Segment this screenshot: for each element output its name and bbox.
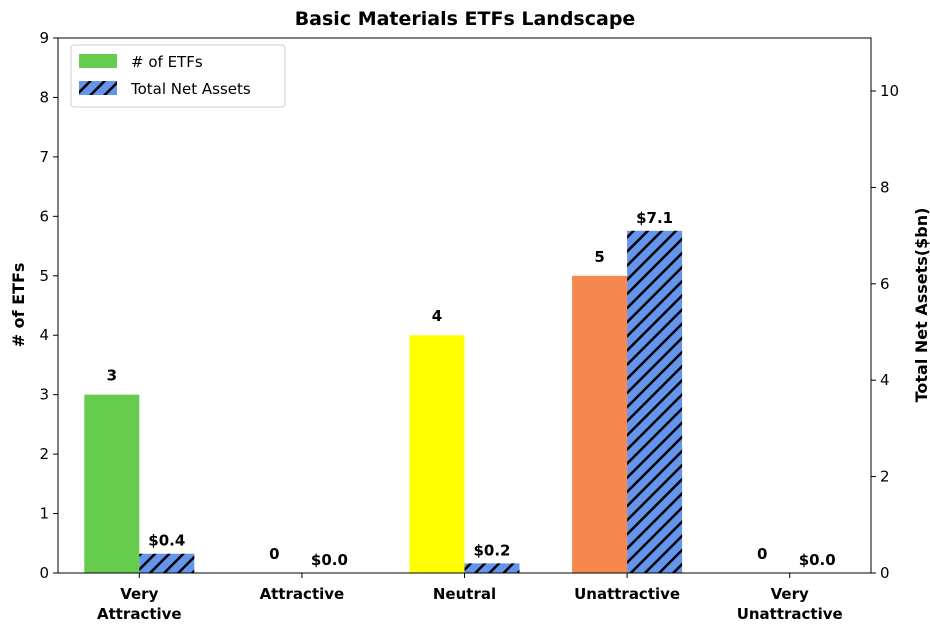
data-label-etfs-3: 5 <box>594 248 604 266</box>
data-label-assets-0: $0.4 <box>148 532 185 550</box>
x-tick-label-4: Very Unattractive <box>737 585 843 623</box>
data-label-assets-1: $0.0 <box>311 551 348 569</box>
y-tick-label-left-5: 5 <box>39 267 49 285</box>
y-tick-label-left-4: 4 <box>39 326 49 344</box>
y-tick-label-left-0: 0 <box>39 564 49 582</box>
x-tick-label-0: Very Attractive <box>97 585 182 623</box>
bar-etfs-0 <box>84 394 140 573</box>
y-axis-label-right: Total Net Assets($bn) <box>912 208 930 403</box>
bar-etfs-2 <box>409 335 465 573</box>
data-label-assets-2: $0.2 <box>473 541 510 559</box>
legend-swatch-etfs <box>79 54 117 68</box>
legend-swatch-assets <box>79 81 117 95</box>
legend-frame <box>70 44 286 108</box>
x-tick-label-3: Unattractive <box>574 585 680 603</box>
chart-title: Basic Materials ETFs Landscape <box>295 8 636 30</box>
x-tick-label-1: Attractive <box>260 585 345 603</box>
data-label-etfs-2: 4 <box>432 307 442 325</box>
legend-label-assets: Total Net Assets <box>130 80 251 98</box>
data-label-assets-3: $7.1 <box>636 209 673 227</box>
y-tick-label-right-5: 10 <box>880 82 899 100</box>
y-tick-label-left-1: 1 <box>39 505 49 523</box>
bar-assets-0 <box>139 553 195 573</box>
y-tick-label-left-2: 2 <box>39 445 49 463</box>
y-axis-label-left: # of ETFs <box>9 263 28 348</box>
legend-label-etfs: # of ETFs <box>131 53 203 71</box>
data-label-etfs-1: 0 <box>269 545 279 563</box>
data-label-assets-4: $0.0 <box>799 551 836 569</box>
plot-area: 3 $0.4 Very Attractive 0 $0.0 Attractive 4 $0.2 N… <box>39 29 899 623</box>
bar-assets-2 <box>464 563 520 573</box>
x-tick-label-2: Neutral <box>433 585 496 603</box>
legend: # of ETFs Total Net Assets <box>70 44 286 108</box>
plot-frame <box>57 37 872 574</box>
y-tick-label-left-6: 6 <box>39 207 49 225</box>
bar-assets-3 <box>627 230 683 573</box>
y-tick-label-left-3: 3 <box>39 386 49 404</box>
data-label-etfs-0: 3 <box>107 367 117 385</box>
y-tick-label-left-8: 8 <box>39 88 49 106</box>
y-tick-label-right-1: 2 <box>880 468 890 486</box>
y-tick-label-right-3: 6 <box>880 275 890 293</box>
y-tick-label-left-9: 9 <box>39 29 49 47</box>
y-tick-label-left-7: 7 <box>39 148 49 166</box>
y-tick-label-right-2: 4 <box>880 371 890 389</box>
bar-etfs-3 <box>572 275 628 573</box>
y-tick-label-right-0: 0 <box>880 564 890 582</box>
data-label-etfs-4: 0 <box>757 545 767 563</box>
y-tick-label-right-4: 8 <box>880 178 890 196</box>
